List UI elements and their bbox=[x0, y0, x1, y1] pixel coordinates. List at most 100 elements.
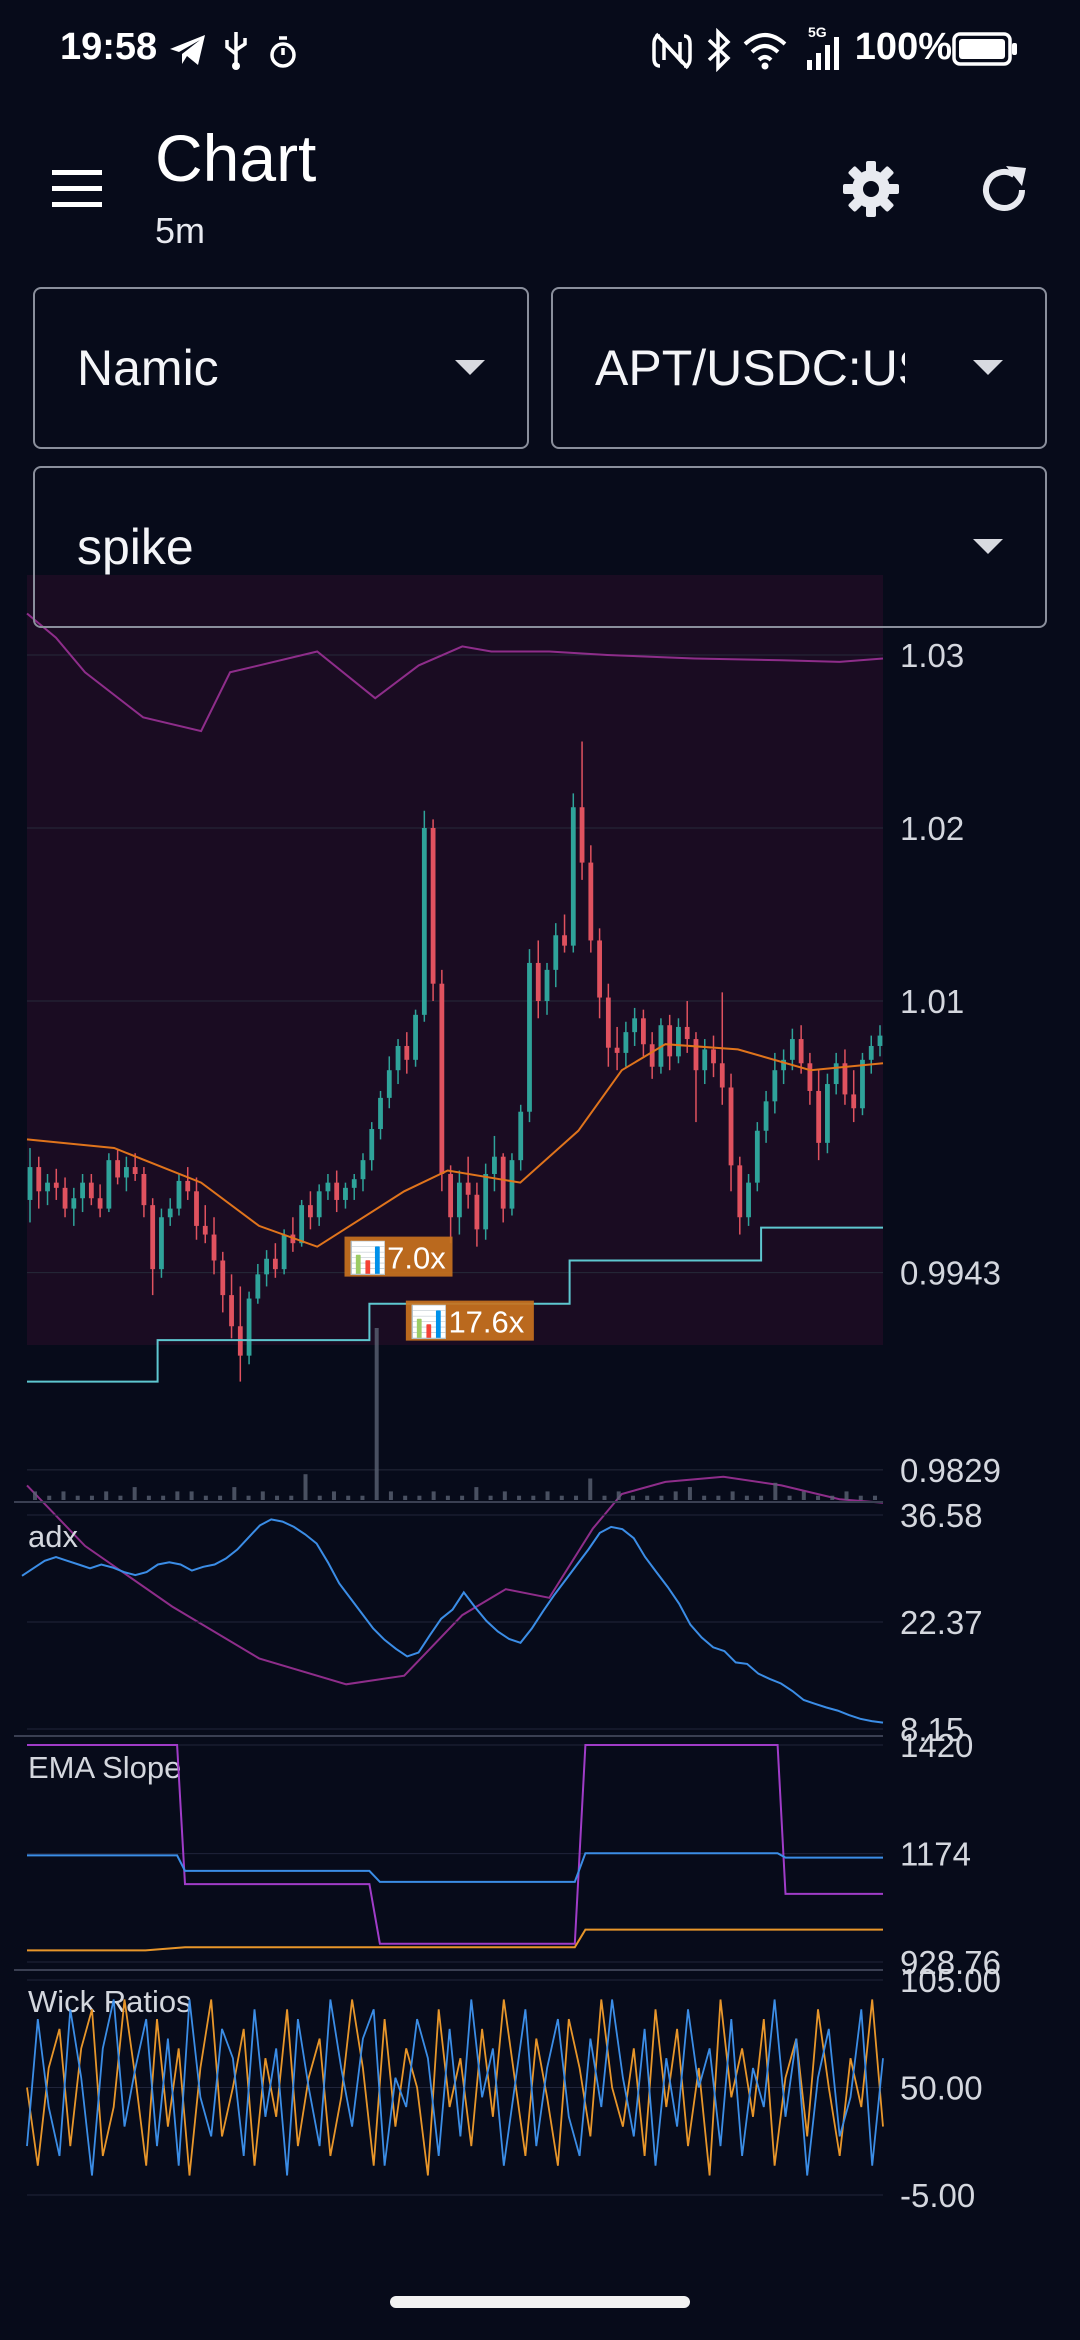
chevron-down-icon bbox=[455, 360, 485, 375]
candle-body bbox=[351, 1179, 357, 1188]
candle-body bbox=[492, 1156, 497, 1174]
candle-body bbox=[36, 1167, 42, 1192]
candle-body bbox=[448, 1174, 454, 1218]
home-indicator[interactable] bbox=[390, 2296, 690, 2308]
candle-body bbox=[754, 1130, 760, 1183]
network-badge: 5G bbox=[808, 24, 827, 40]
y-tick-label: 1.03 bbox=[900, 637, 964, 674]
bollinger-lower-line bbox=[26, 1475, 884, 1686]
volume-bar bbox=[773, 1482, 778, 1500]
candle-body bbox=[456, 1182, 462, 1218]
candle-body bbox=[465, 1182, 471, 1195]
candle-body bbox=[614, 1047, 620, 1053]
volume-bar bbox=[574, 1495, 579, 1500]
volume-bar bbox=[118, 1495, 123, 1500]
signal-marker-label: 📊7.0x bbox=[349, 1240, 447, 1276]
candle-body bbox=[728, 1087, 734, 1166]
pair-value: APT/USDC:USDC bbox=[595, 340, 905, 396]
candle-body bbox=[483, 1174, 489, 1230]
ema-slope-line bbox=[27, 1928, 883, 1952]
y-tick-label: 1420 bbox=[900, 1727, 973, 1764]
volume-bar bbox=[403, 1495, 408, 1500]
volume-bar bbox=[189, 1491, 194, 1500]
candle-body bbox=[106, 1160, 112, 1209]
candle-body bbox=[711, 1049, 716, 1064]
candle-body bbox=[763, 1101, 769, 1131]
candle-body bbox=[877, 1035, 883, 1046]
candle-body bbox=[360, 1160, 366, 1180]
candle-body bbox=[308, 1205, 313, 1218]
volume-bar bbox=[602, 1495, 607, 1500]
candle-body bbox=[246, 1298, 252, 1356]
refresh-icon[interactable] bbox=[976, 162, 1032, 218]
volume-bar bbox=[445, 1495, 450, 1500]
candle-body bbox=[833, 1063, 839, 1085]
candle-body bbox=[369, 1129, 375, 1161]
y-tick-label: 105.00 bbox=[900, 1962, 1001, 1999]
strategy-dropdown[interactable]: spike bbox=[33, 466, 1047, 628]
volume-bar bbox=[744, 1495, 749, 1500]
candle-body bbox=[772, 1070, 778, 1102]
candle-body bbox=[570, 807, 576, 946]
y-tick-label: 36.58 bbox=[900, 1497, 983, 1534]
candle-body bbox=[474, 1194, 480, 1230]
candle-body bbox=[45, 1182, 50, 1192]
candle-body bbox=[676, 1026, 681, 1057]
candle-body bbox=[807, 1063, 813, 1091]
battery-icon bbox=[952, 32, 1017, 66]
candle-body bbox=[141, 1174, 147, 1206]
candle-body bbox=[535, 962, 541, 1001]
candle-body bbox=[202, 1225, 208, 1235]
candle-body bbox=[509, 1160, 515, 1209]
volume-bar bbox=[431, 1491, 436, 1500]
candle-body bbox=[334, 1182, 340, 1200]
candle-body bbox=[62, 1187, 68, 1209]
candle-body bbox=[860, 1059, 865, 1109]
gear-icon[interactable] bbox=[842, 160, 900, 218]
candle-body bbox=[605, 997, 611, 1048]
exchange-dropdown[interactable]: Namic bbox=[33, 287, 529, 449]
candle-body bbox=[500, 1156, 506, 1209]
pair-dropdown[interactable]: APT/USDC:USDC bbox=[551, 287, 1047, 449]
candle-body bbox=[825, 1084, 830, 1143]
chevron-down-icon bbox=[973, 360, 1003, 375]
volume-bar bbox=[275, 1495, 280, 1500]
y-tick-label: 0.9943 bbox=[900, 1255, 1001, 1292]
volume-bar bbox=[716, 1495, 721, 1500]
candle-body bbox=[71, 1198, 77, 1209]
candle-body bbox=[553, 935, 559, 970]
volume-bar bbox=[801, 1491, 806, 1500]
candle-body bbox=[264, 1258, 269, 1275]
candle-body bbox=[185, 1180, 191, 1192]
volume-bar bbox=[702, 1495, 707, 1500]
volume-bar bbox=[374, 1328, 379, 1500]
candle-body bbox=[781, 1059, 787, 1071]
candle-body bbox=[851, 1094, 857, 1109]
y-tick-label: 1.01 bbox=[900, 983, 964, 1020]
menu-icon[interactable] bbox=[52, 170, 102, 208]
pane-title: EMA Slope bbox=[28, 1750, 181, 1785]
volume-bar bbox=[360, 1495, 365, 1500]
volume-bar bbox=[146, 1495, 151, 1500]
volume-bar bbox=[488, 1495, 493, 1500]
app-bar: Chart 5m bbox=[0, 100, 1080, 280]
candle-body bbox=[719, 1063, 725, 1088]
adx-line bbox=[21, 1518, 884, 1724]
candle-body bbox=[868, 1045, 874, 1060]
candle-body bbox=[789, 1039, 795, 1060]
candle-body bbox=[378, 1097, 383, 1130]
candle-body bbox=[150, 1205, 156, 1270]
volume-bar bbox=[289, 1495, 294, 1500]
candle-body bbox=[579, 807, 585, 863]
volume-bar bbox=[132, 1487, 137, 1500]
volume-bar bbox=[246, 1495, 251, 1500]
candle-body bbox=[272, 1258, 278, 1270]
candle-body bbox=[404, 1045, 410, 1060]
y-tick-label: 8.15 bbox=[900, 1711, 964, 1748]
volume-bar bbox=[47, 1495, 52, 1500]
y-tick-label: 928.76 bbox=[900, 1944, 1001, 1981]
candle-body bbox=[816, 1090, 822, 1143]
candle-body bbox=[343, 1187, 348, 1200]
volume-bar bbox=[317, 1495, 322, 1500]
